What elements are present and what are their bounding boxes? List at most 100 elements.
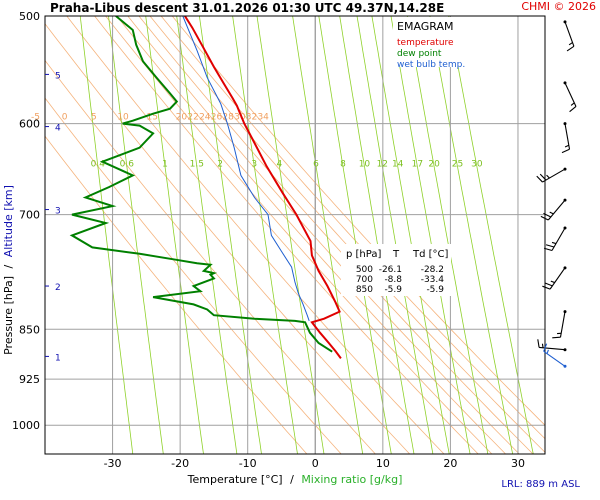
mixing-ratio-label: 1.5	[190, 159, 204, 169]
wind-barb-half-feather	[564, 144, 570, 148]
wind-barb-feather	[569, 106, 577, 113]
wind-barb-feather	[543, 212, 552, 218]
wind-barbs	[536, 20, 577, 368]
wind-barb-feather	[566, 45, 575, 52]
wind-barb	[563, 81, 577, 113]
wind-barb-staff	[543, 350, 566, 367]
table-cell-r2-t: -5.9	[384, 285, 402, 295]
wind-barb-staff	[564, 82, 577, 107]
mixing-ratio-line	[145, 16, 204, 454]
copyright-text: CHMI © 2026	[521, 0, 596, 13]
wind-barb	[537, 339, 567, 352]
mixing-ratio-label: 3	[251, 159, 257, 169]
pressure-tick-label: 1000	[12, 419, 40, 432]
wind-barb-feather	[536, 175, 543, 183]
mixing-ratio-line	[108, 16, 164, 454]
wind-barb-feather	[543, 247, 553, 252]
temperature-tick-label: -30	[104, 457, 122, 470]
mixing-ratio-label: 30	[471, 159, 483, 169]
mixing-ratio-label: 12	[377, 159, 388, 169]
wind-barb-half-feather	[546, 174, 550, 179]
wind-barb-half-feather	[568, 42, 573, 46]
legend-box: EMAGRAM temperature dew point wet bulb t…	[393, 17, 473, 70]
wind-barb	[552, 310, 567, 339]
legend-temperature: temperature	[397, 38, 454, 48]
wind-barb-staff	[542, 168, 566, 183]
table-cell-r0-td: -28.2	[421, 265, 444, 275]
altitude-tick-label: 4	[55, 124, 61, 134]
altitude-tick-label: 3	[55, 207, 61, 217]
wind-barb-feather	[561, 148, 570, 154]
lrl-note: LRL: 889 m ASL	[501, 479, 580, 490]
temperature-tick-label: 30	[511, 457, 525, 470]
mixing-ratio-labels: 0.4 0.6 1 1.5 2 3 4 6 8 10 12 14 17 20 25 30	[91, 159, 483, 169]
dry-adiabat-label: 22	[187, 113, 198, 123]
dry-adiabat-labels: -5 0 5 10 15 20 22 24 26 28 30 32 34	[31, 113, 269, 123]
dry-adiabat-label: 28	[222, 113, 234, 123]
y-axis-title: Pressure [hPa] / Altitude [km]	[2, 185, 15, 355]
pressure-tick-label: 700	[19, 209, 40, 222]
y-axis-label-sep: /	[2, 264, 15, 268]
wind-barb-feather	[542, 285, 551, 290]
wind-barb-staff	[539, 346, 566, 351]
wind-barb-feather	[539, 173, 547, 181]
altitude-tick-label: 5	[55, 71, 61, 81]
wind-barb-staff	[564, 21, 575, 47]
mixing-ratio-line	[79, 16, 134, 454]
legend-wet-bulb: wet bulb temp.	[397, 60, 465, 70]
dry-adiabat-line	[66, 16, 445, 454]
table-header-p: p [hPa]	[346, 249, 381, 260]
temperature-tick-label: 0	[312, 457, 319, 470]
altitude-labels: 5 4 3 2 1	[45, 71, 61, 363]
dry-adiabat-line	[45, 23, 411, 454]
mixing-ratio-label: 10	[359, 159, 371, 169]
temperature-tick-label: -10	[239, 457, 257, 470]
dry-adiabat-label: 0	[62, 113, 68, 123]
dry-adiabat-label: 30	[234, 113, 246, 123]
dry-adiabat-label: 20	[176, 113, 188, 123]
wind-barb-feather	[544, 282, 553, 287]
wind-barb	[561, 122, 571, 154]
pressure-tick-label: 850	[19, 323, 40, 336]
legend-title: EMAGRAM	[397, 20, 454, 33]
table-cell-r0-t: -26.1	[379, 265, 402, 275]
temperature-tick-label: 10	[376, 457, 390, 470]
dry-adiabat-label: 26	[211, 113, 223, 123]
dry-adiabat-label: -5	[31, 113, 40, 123]
dry-adiabat-label: 10	[117, 113, 129, 123]
mixing-ratio-line	[176, 16, 238, 454]
wind-barb	[563, 20, 575, 52]
dry-adiabat-label: 15	[147, 113, 158, 123]
table-header-td: Td [°C]	[412, 249, 449, 260]
mixing-ratio-line	[292, 16, 364, 454]
plot-frame	[44, 15, 546, 455]
table-cell-r1-td: -33.4	[421, 275, 445, 285]
wind-barb-half-feather	[541, 343, 544, 348]
table-cell-r0-p: 500	[356, 265, 373, 275]
mixing-ratio-line	[232, 16, 298, 454]
altitude-tick-label: 2	[55, 283, 61, 293]
dry-adiabat-line	[45, 135, 308, 454]
altitude-tick-label: 1	[55, 353, 61, 363]
wind-barb	[540, 198, 567, 221]
wind-barb-staff	[551, 227, 566, 251]
pressure-tick-labels: 500 600 700 850 925 1000	[12, 10, 40, 432]
mixing-ratio-label: 6	[313, 159, 319, 169]
wind-barb-half-feather	[549, 211, 554, 215]
wind-barb-feather	[543, 343, 548, 352]
dew-point-line	[69, 16, 333, 353]
wind-barb	[536, 167, 567, 183]
x-axis-title: Temperature [°C] / Mixing ratio [g/kg]	[187, 473, 403, 486]
temperature-line	[184, 16, 342, 359]
mixing-ratio-line	[406, 16, 489, 454]
dry-adiabat-label: 24	[199, 113, 211, 123]
wind-barb-staff	[559, 311, 566, 338]
temperature-tick-label: -20	[171, 457, 189, 470]
dry-adiabat-line	[105, 16, 493, 454]
dry-adiabat-line	[45, 97, 342, 454]
x-axis-label-temperature: Temperature [°C]	[187, 473, 283, 486]
y-axis-label-pressure: Pressure [hPa]	[2, 276, 15, 355]
y-axis-label-altitude: Altitude [km]	[2, 185, 15, 257]
mixing-ratio-line	[429, 16, 514, 454]
mixing-ratio-label: 20	[428, 159, 440, 169]
